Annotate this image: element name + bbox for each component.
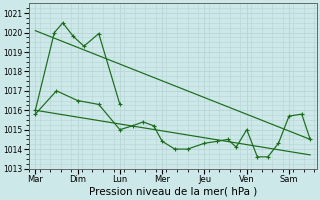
X-axis label: Pression niveau de la mer( hPa ): Pression niveau de la mer( hPa ) [89, 187, 257, 197]
